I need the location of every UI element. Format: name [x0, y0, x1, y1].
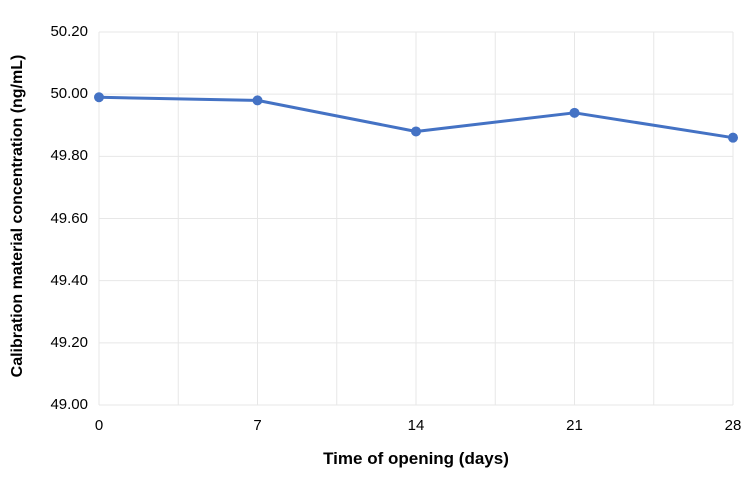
y-tick-label: 50.00 — [50, 85, 88, 103]
data-point-marker — [728, 132, 738, 143]
y-tick-label: 49.20 — [50, 333, 88, 351]
x-tick-label: 7 — [253, 417, 262, 434]
data-point-marker — [252, 95, 263, 106]
y-tick-label: 49.40 — [50, 271, 88, 289]
x-tick-label: 14 — [407, 417, 425, 434]
x-tick-label: 21 — [566, 417, 583, 434]
y-tick-label: 49.80 — [50, 147, 88, 165]
x-tick-label: 0 — [94, 417, 104, 434]
data-point-marker — [411, 126, 421, 137]
y-tick-label: 49.00 — [50, 396, 88, 413]
y-tick-label: 49.60 — [50, 209, 88, 227]
data-point-marker — [94, 92, 104, 103]
x-tick-label: 28 — [724, 417, 742, 434]
data-point-marker — [569, 107, 580, 118]
x-axis-title: Time of opening (days) — [323, 449, 509, 468]
y-tick-label: 50.20 — [50, 23, 88, 40]
